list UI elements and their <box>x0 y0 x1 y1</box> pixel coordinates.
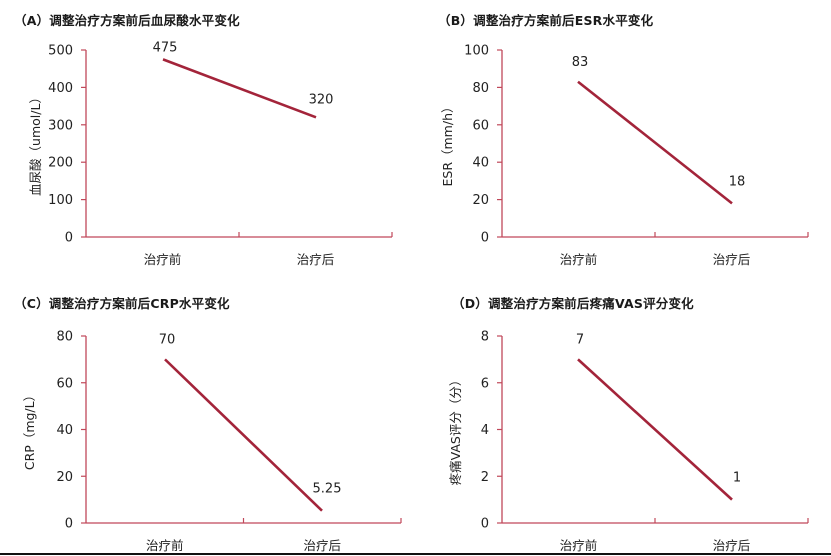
y-tick-label-c: 60 <box>56 376 73 391</box>
data-label-d: 1 <box>733 471 741 486</box>
y-tick-label-b: 40 <box>472 156 489 171</box>
data-label-b: 83 <box>572 55 589 70</box>
data-label-d: 7 <box>576 332 584 347</box>
chart-title-b: （B）调整治疗方案前后ESR水平变化 <box>438 13 654 28</box>
y-tick-label-d: 2 <box>481 470 489 485</box>
data-label-c: 5.25 <box>313 482 342 497</box>
y-axis-label-d: 疼痛VAS评分（分） <box>448 374 463 486</box>
y-tick-label-c: 80 <box>56 330 73 345</box>
y-tick-label-b: 20 <box>472 193 489 208</box>
y-tick-label-c: 0 <box>65 517 73 532</box>
y-tick-label-d: 8 <box>481 330 489 345</box>
x-category-label-b: 治疗后 <box>713 252 751 267</box>
y-tick-label-a: 200 <box>48 156 73 171</box>
chart-title-a: （A）调整治疗方案前后血尿酸水平变化 <box>14 13 240 28</box>
y-tick-label-b: 0 <box>481 231 489 246</box>
y-tick-label-a: 300 <box>48 118 73 133</box>
y-tick-label-b: 60 <box>472 118 489 133</box>
x-category-label-a: 治疗后 <box>297 252 335 267</box>
series-line-b <box>577 80 733 205</box>
x-category-label-c: 治疗前 <box>146 538 184 553</box>
y-tick-label-d: 6 <box>481 376 489 391</box>
data-label-a: 320 <box>309 92 334 107</box>
y-tick-label-a: 0 <box>65 231 73 246</box>
chart-title-c: （C）调整治疗方案前后CRP水平变化 <box>14 296 230 311</box>
y-axis-label-c: CRP（mg/L） <box>22 389 37 470</box>
y-tick-label-c: 40 <box>56 423 73 438</box>
x-category-label-d: 治疗后 <box>713 538 751 553</box>
y-tick-label-c: 20 <box>56 470 73 485</box>
y-tick-label-a: 100 <box>48 193 73 208</box>
bottom-rule <box>0 553 831 555</box>
y-axis-label-b: ESR（mm/h） <box>440 100 455 186</box>
x-category-label-a: 治疗前 <box>144 252 182 267</box>
x-category-label-b: 治疗前 <box>560 252 598 267</box>
y-tick-label-a: 400 <box>48 81 73 96</box>
series-line-d <box>577 358 733 501</box>
series-line-a <box>162 58 317 119</box>
data-label-a: 475 <box>153 40 178 55</box>
y-tick-label-d: 0 <box>481 517 489 532</box>
x-category-label-c: 治疗后 <box>303 538 341 553</box>
x-category-label-d: 治疗前 <box>560 538 598 553</box>
y-tick-label-a: 500 <box>48 44 73 59</box>
data-label-b: 18 <box>729 174 746 189</box>
series-line-c <box>164 358 323 512</box>
y-tick-label-b: 100 <box>464 44 489 59</box>
data-label-c: 70 <box>159 332 176 347</box>
y-tick-label-d: 4 <box>481 423 489 438</box>
y-axis-label-a: 血尿酸（umol/L） <box>28 91 43 196</box>
chart-title-d: （D）调整治疗方案前后疼痛VAS评分变化 <box>452 296 694 311</box>
y-tick-label-b: 80 <box>472 81 489 96</box>
